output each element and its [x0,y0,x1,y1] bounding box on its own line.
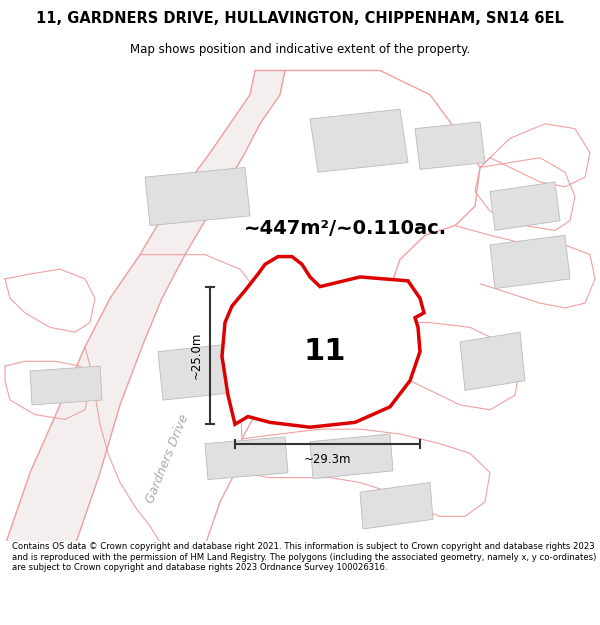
Polygon shape [30,366,102,405]
Polygon shape [415,122,485,169]
Text: Contains OS data © Crown copyright and database right 2021. This information is : Contains OS data © Crown copyright and d… [12,542,596,572]
Polygon shape [275,284,375,361]
Polygon shape [460,332,525,391]
Text: 11: 11 [304,337,346,366]
Polygon shape [145,168,250,226]
Polygon shape [5,71,285,546]
Polygon shape [310,434,393,479]
Polygon shape [490,235,570,289]
PathPatch shape [222,257,424,428]
Polygon shape [158,342,255,400]
Polygon shape [205,437,288,479]
Text: ~25.0m: ~25.0m [190,332,203,379]
Text: ~29.3m: ~29.3m [304,452,351,466]
Text: Map shows position and indicative extent of the property.: Map shows position and indicative extent… [130,42,470,56]
Polygon shape [360,482,433,529]
Text: ~447m²/~0.110ac.: ~447m²/~0.110ac. [244,219,446,238]
Polygon shape [310,109,408,173]
Text: Gardners Drive: Gardners Drive [144,412,192,504]
Text: 11, GARDNERS DRIVE, HULLAVINGTON, CHIPPENHAM, SN14 6EL: 11, GARDNERS DRIVE, HULLAVINGTON, CHIPPE… [36,11,564,26]
Polygon shape [490,182,560,231]
